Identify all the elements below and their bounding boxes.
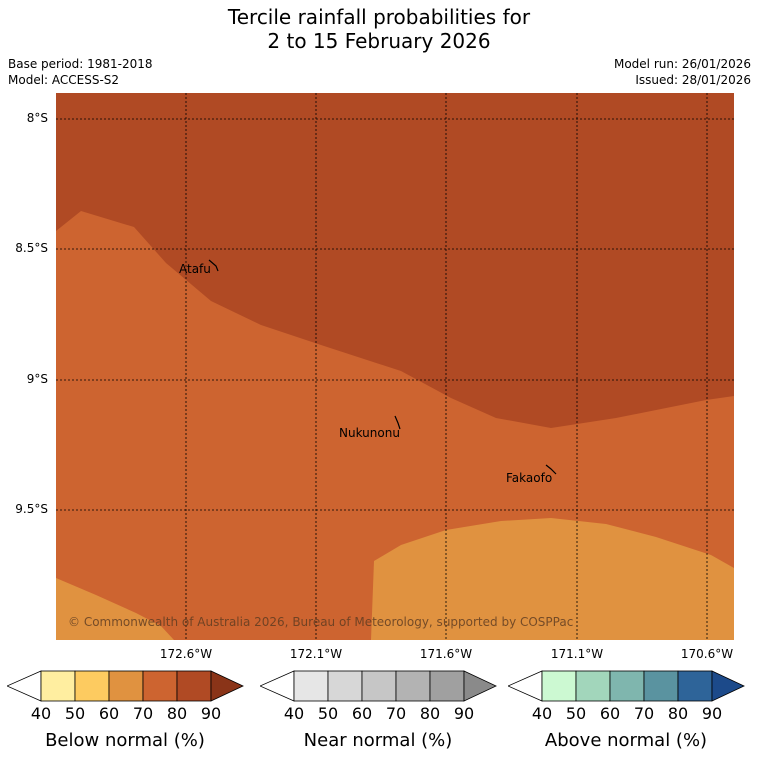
colorbar-below-bin-40	[40, 670, 76, 702]
legend-near-label: Near normal (%)	[303, 730, 453, 751]
atafu-atoll	[208, 259, 219, 272]
tick-label: 90	[200, 704, 222, 723]
tick-label: 50	[565, 704, 587, 723]
colorbar-above-bin-50	[575, 670, 611, 702]
base-period: Base period: 1981-2018	[8, 57, 153, 71]
lon-label-171-1w: 171.1°W	[550, 647, 604, 661]
tick-label: 50	[64, 704, 86, 723]
colorbar-below-bin-60	[108, 670, 144, 702]
colorbar-near-max-arrow	[463, 670, 497, 702]
model-run: Model run: 26/01/2026	[613, 57, 751, 71]
title-line-1: Tercile rainfall probabilities for	[227, 5, 531, 29]
tick-label: 90	[453, 704, 475, 723]
legend-below-normal: 40 50 60 70 80 90 Below normal (%)	[6, 670, 244, 751]
colorbar-above-max-arrow	[711, 670, 745, 702]
colorbar-above-bin-40	[541, 670, 577, 702]
legend-below-label: Below normal (%)	[45, 730, 205, 751]
colorbar-above	[507, 670, 745, 702]
colorbar-near-bin-80	[429, 670, 465, 702]
legend-above-label: Above normal (%)	[544, 730, 708, 751]
lat-label-8-5s: 8.5°S	[15, 241, 48, 255]
colorbar-below	[6, 670, 244, 702]
lat-label-9s: 9°S	[26, 372, 48, 386]
lon-label-170-6w: 170.6°W	[680, 647, 734, 661]
tick-label: 80	[419, 704, 441, 723]
lon-label-171-6w: 171.6°W	[419, 647, 473, 661]
legend-above-normal: 40 50 60 70 80 90 Above normal (%)	[507, 670, 745, 751]
lat-label-8s: 8°S	[26, 111, 48, 125]
tick-label: 80	[166, 704, 188, 723]
lon-label-172-6w: 172.6°W	[159, 647, 213, 661]
colorbar-below-max-arrow	[210, 670, 244, 702]
colorbar-near-bin-40	[293, 670, 329, 702]
graticule	[56, 93, 734, 640]
tick-label: 40	[30, 704, 52, 723]
fakaofo-atoll	[545, 464, 557, 475]
tick-label: 90	[701, 704, 723, 723]
colorbar-above-min-arrow	[507, 670, 543, 702]
colorbar-near-bin-70	[395, 670, 431, 702]
colorbar-below-bin-70	[142, 670, 178, 702]
tick-label: 70	[385, 704, 407, 723]
tick-label: 40	[283, 704, 305, 723]
colorbar-above-bin-70	[643, 670, 679, 702]
probability-map: Atafu Nukunonu Fakaofo © Commonwealth of…	[56, 93, 734, 640]
lat-label-9-5s: 9.5°S	[15, 502, 48, 516]
tick-label: 60	[98, 704, 120, 723]
tick-label: 70	[633, 704, 655, 723]
copyright-text: © Commonwealth of Australia 2026, Bureau…	[68, 615, 573, 629]
tick-label: 70	[132, 704, 154, 723]
place-label-atafu: Atafu	[179, 262, 211, 276]
run-info: Model run: 26/01/2026 Issued: 28/01/2026	[614, 56, 751, 88]
place-label-fakaofo: Fakaofo	[506, 471, 552, 485]
colorbar-near-bin-60	[361, 670, 397, 702]
title-line-2: 2 to 15 February 2026	[267, 29, 491, 53]
colorbar-near-min-arrow	[259, 670, 295, 702]
nukunonu-atoll	[394, 415, 401, 430]
colorbar-near-bin-50	[327, 670, 363, 702]
colorbar-above-bin-60	[609, 670, 645, 702]
tick-label: 60	[599, 704, 621, 723]
tick-label: 60	[351, 704, 373, 723]
model-name: Model: ACCESS-S2	[8, 73, 120, 87]
tick-label: 50	[317, 704, 339, 723]
colorbar-below-bin-50	[74, 670, 110, 702]
region-below-60-70-corner	[56, 578, 174, 640]
lon-label-172-1w: 172.1°W	[289, 647, 343, 661]
model-info: Base period: 1981-2018 Model: ACCESS-S2	[8, 56, 153, 88]
tick-label: 40	[531, 704, 553, 723]
legend-near-normal: 40 50 60 70 80 90 Near normal (%)	[259, 670, 497, 751]
colorbar-above-bin-80	[677, 670, 713, 702]
colorbar-below-min-arrow	[6, 670, 42, 702]
chart-title: Tercile rainfall probabilities for 2 to …	[0, 5, 758, 53]
issued-date: Issued: 28/01/2026	[635, 73, 751, 87]
colorbar-below-bin-80	[176, 670, 212, 702]
region-below-60-70	[371, 518, 734, 640]
tick-label: 80	[667, 704, 689, 723]
place-label-nukunonu: Nukunonu	[339, 426, 400, 440]
colorbar-near	[259, 670, 497, 702]
